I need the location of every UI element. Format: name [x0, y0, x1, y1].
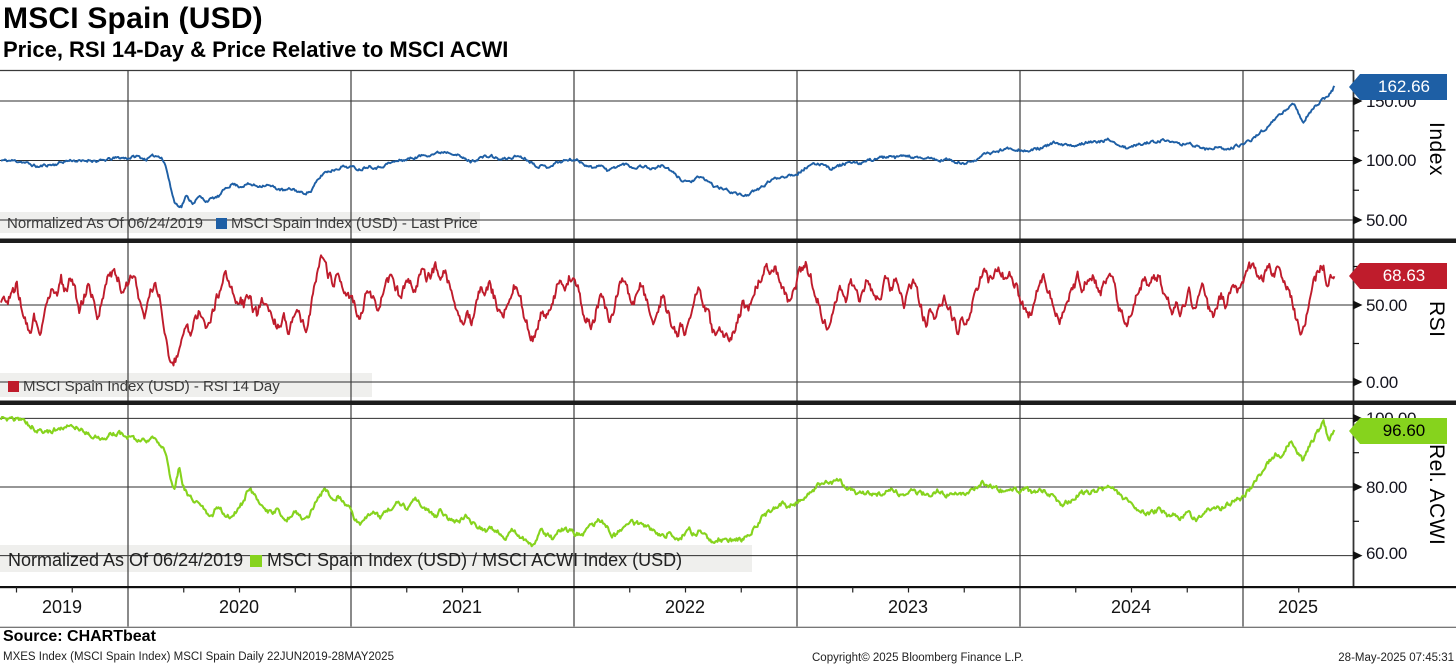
price-ytick-100: 100.00 — [1366, 151, 1417, 170]
rel-legend-swatch — [250, 555, 262, 567]
xtick-2022: 2022 — [664, 597, 706, 617]
rel-last-value-box: 96.60 — [1349, 418, 1447, 444]
rel-legend-label: MSCI Spain Index (USD) / MSCI ACWI Index… — [267, 550, 683, 570]
rel-axis-title: Rel. ACWI — [1425, 444, 1448, 546]
price-last-value-box: 162.66 — [1349, 74, 1447, 100]
xtick-2025: 2025 — [1277, 597, 1319, 617]
xtick-2021: 2021 — [441, 597, 483, 617]
page-title: MSCI Spain (USD) — [3, 2, 263, 35]
price-legend-label: MSCI Spain Index (USD) - Last Price — [231, 215, 478, 232]
rsi-ytick-0: 0.00 — [1366, 373, 1398, 392]
price-legend-swatch — [216, 218, 227, 229]
footer-timestamp: 28-May-2025 07:45:31 — [1338, 652, 1454, 664]
xtick-2023: 2023 — [887, 597, 929, 617]
price-axis-title: Index — [1425, 122, 1448, 176]
rsi-axis-title: RSI — [1425, 301, 1448, 338]
page-subtitle: Price, RSI 14-Day & Price Relative to MS… — [3, 37, 509, 62]
price-normalized-note: Normalized As Of 06/24/2019 — [7, 215, 203, 232]
rsi-ytick-50: 50.00 — [1366, 296, 1408, 315]
price-ytick-50: 50.00 — [1366, 211, 1408, 230]
rel-ytick-80: 80.00 — [1366, 478, 1408, 497]
xtick-2024: 2024 — [1110, 597, 1152, 617]
rsi-last-value-box: 68.63 — [1349, 263, 1447, 289]
xtick-2019: 2019 — [41, 597, 83, 617]
footer-copyright: Copyright© 2025 Bloomberg Finance L.P. — [812, 652, 1024, 664]
rel-ytick-60: 60.00 — [1366, 544, 1408, 563]
rsi-legend-label: MSCI Spain Index (USD) - RSI 14 Day — [23, 378, 280, 395]
xtick-2020: 2020 — [218, 597, 260, 617]
rel-normalized-note: Normalized As Of 06/24/2019 — [8, 550, 244, 570]
source-label: Source: CHARTbeat — [3, 628, 156, 645]
rsi-legend-swatch — [8, 381, 19, 392]
footer-meta: MXES Index (MSCI Spain Index) MSCI Spain… — [3, 651, 394, 663]
